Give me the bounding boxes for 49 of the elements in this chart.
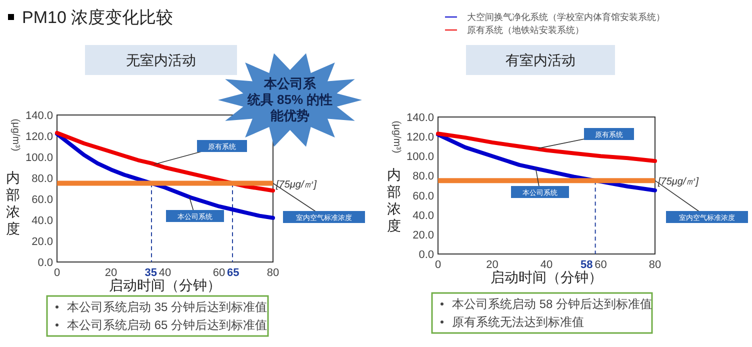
- x-tick-label: 20: [486, 259, 498, 271]
- y-tick-label: 20.0: [32, 236, 53, 248]
- y-tick-label: 0.0: [38, 257, 53, 269]
- ref-line-label: 58: [580, 259, 593, 271]
- y-tick-label: 100.0: [406, 151, 434, 164]
- y-tick-label: 60.0: [412, 190, 434, 202]
- chart-subtitle: 有室内活动: [506, 52, 576, 68]
- x-tick-label: 40: [158, 267, 172, 279]
- text: 本公司系统启动 35 分钟后达到标准值: [67, 300, 268, 314]
- x-tick-label: 0: [434, 259, 442, 271]
- y-axis-title: 内部浓度: [6, 170, 20, 236]
- y-tick-label: 40.0: [412, 210, 434, 222]
- text: 本公司系统启动 58 分钟后达到标准值: [452, 297, 652, 311]
- ref-line-label: [75μg/㎥]: [657, 176, 699, 188]
- y-tick-label: 80.0: [412, 170, 434, 183]
- x-tick-label: 80: [266, 267, 280, 279]
- legend-label: 大空间换气净化系统（学校室内体育馆安装系统）: [467, 12, 665, 22]
- chart-subtitle: 无室内活动: [126, 52, 196, 68]
- ref-line-label: 65: [227, 267, 240, 279]
- y-tick-label: 80.0: [32, 173, 53, 185]
- x-tick-label: 60: [212, 267, 226, 279]
- annotation: 本公司系统具 85% 的性能优势: [246, 76, 333, 123]
- y-tick-label: 40.0: [32, 215, 53, 227]
- y-tick-label: 140.0: [25, 110, 53, 122]
- x-tick-label: 60: [594, 259, 607, 271]
- x-axis-title: 启动时间（分钟）: [109, 277, 221, 293]
- y-tick-label: 120.0: [25, 131, 53, 143]
- legend-label: 原有系统（地铁站安装系统）: [467, 25, 584, 35]
- y-tick-label: 20.0: [412, 229, 434, 242]
- y-tick-label: 100.0: [25, 152, 53, 164]
- x-tick-label: 0: [54, 267, 60, 279]
- x-tick-label: 20: [104, 267, 118, 279]
- chart-title: PM10 浓度变化比较: [22, 8, 174, 27]
- x-axis-title: 启动时间（分钟）: [490, 269, 602, 285]
- y-axis-title: 内部浓度: [387, 166, 401, 234]
- text: 原有系统无法达到标准值: [452, 315, 584, 329]
- ref-line-label: [75μg/㎥]: [275, 179, 317, 190]
- y-tick-label: 60.0: [32, 194, 53, 206]
- line-series: [55, 132, 275, 220]
- text: (μg/m³): [391, 120, 402, 154]
- line-series: [436, 132, 657, 164]
- x-tick-label: 40: [540, 259, 553, 271]
- text: 本公司系统启动 65 分钟后达到标准值: [67, 318, 268, 332]
- y-tick-label: 120.0: [406, 132, 434, 144]
- x-tick-label: 80: [648, 259, 662, 271]
- ref-line-label: 35: [144, 267, 157, 279]
- y-tick-label: 0.0: [418, 249, 434, 261]
- y-tick-label: 140.0: [406, 112, 434, 124]
- text: (μg/m³): [10, 118, 21, 152]
